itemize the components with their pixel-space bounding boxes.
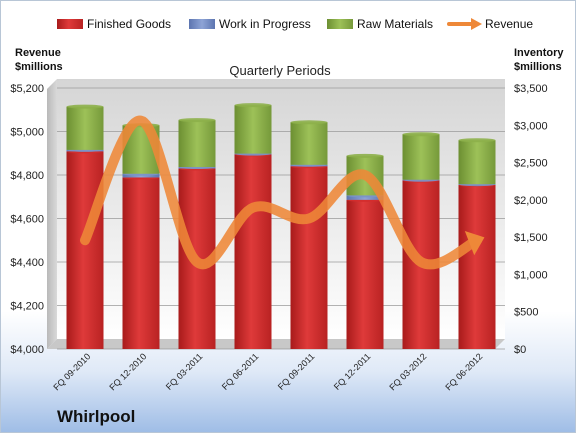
right-tick-label: $500 (514, 307, 538, 319)
x-tick-label: FQ 09-2010 (51, 351, 92, 392)
bar-finished-goods (458, 184, 496, 349)
bar-raw-materials (66, 106, 104, 150)
left-axis-title-line1: Revenue (15, 47, 61, 59)
bar-raw-materials (402, 134, 440, 180)
bar-raw-materials-cap (402, 132, 440, 137)
left-tick-label: $4,000 (10, 344, 44, 356)
legend-label-finished-goods: Finished Goods (87, 17, 171, 31)
plot-side-wall (47, 79, 57, 349)
legend-swatch-finished-goods (57, 19, 83, 29)
bar-raw-materials-cap (234, 103, 272, 108)
legend-swatch-work-in-progress (189, 19, 215, 29)
bar-raw-materials-cap (66, 104, 104, 109)
bar-finished-goods (234, 154, 272, 349)
right-axis-title-line2: $millions (514, 61, 562, 73)
bar-raw-materials (458, 140, 496, 185)
bar-raw-materials (234, 105, 272, 154)
right-tick-label: $1,500 (514, 232, 548, 244)
chart-title: Quarterly Periods (229, 63, 331, 78)
left-tick-label: $4,600 (10, 214, 44, 226)
left-tick-label: $4,800 (10, 170, 44, 182)
bars (66, 103, 496, 349)
legend-label-work-in-progress: Work in Progress (219, 17, 311, 31)
x-tick-label: FQ 06-2011 (220, 351, 261, 392)
plot-floor (47, 339, 505, 349)
left-tick-label: $5,000 (10, 127, 44, 139)
revenue-line-group (80, 115, 485, 270)
legend: Finished Goods Work in Progress Raw Mate… (57, 17, 533, 31)
bar-finished-goods (122, 177, 160, 349)
left-tick-label: $5,200 (10, 83, 44, 95)
right-axis-ticks: $0 $500 $1,000 $1,500 $2,000 $2,500 $3,000 $3,5… (514, 83, 548, 356)
right-tick-label: $3,000 (514, 120, 548, 132)
bar-finished-goods (346, 199, 384, 349)
x-tick-label: FQ 12-2010 (107, 351, 148, 392)
bar-raw-materials-cap (346, 153, 384, 158)
left-axis-title-line2: $millions (15, 61, 63, 73)
bar-finished-goods (290, 166, 328, 349)
bar-finished-goods (66, 151, 104, 349)
x-tick-label: FQ 12-2011 (332, 351, 373, 392)
x-tick-label: FQ 09-2011 (276, 351, 317, 392)
revenue-arrowhead (464, 231, 485, 256)
bar-raw-materials (178, 120, 216, 168)
left-tick-label: $4,200 (10, 301, 44, 313)
revenue-line (80, 115, 482, 270)
legend-label-revenue: Revenue (485, 17, 533, 31)
x-axis-ticks: FQ 09-2010 FQ 12-2010 FQ 03-2011 FQ 06-2011… (51, 351, 484, 392)
bar-raw-materials (290, 122, 328, 165)
legend-swatch-raw-materials (327, 19, 353, 29)
right-tick-label: $1,000 (514, 269, 548, 281)
x-tick-label: FQ 03-2012 (387, 351, 428, 392)
bar-raw-materials-cap (290, 120, 328, 125)
right-axis-title-line1: Inventory (514, 47, 564, 59)
left-tick-label: $4,400 (10, 257, 44, 269)
bar-raw-materials-cap (178, 118, 216, 123)
bar-raw-materials-cap (458, 138, 496, 143)
right-tick-label: $2,500 (514, 158, 548, 170)
x-tick-label: FQ 06-2012 (443, 351, 484, 392)
legend-label-raw-materials: Raw Materials (357, 17, 433, 31)
x-tick-label: FQ 03-2011 (164, 351, 205, 392)
brand-label: Whirlpool (57, 407, 135, 426)
left-axis-ticks: $4,000 $4,200 $4,400 $4,600 $4,800 $5,000 $5,2… (10, 83, 44, 356)
right-tick-label: $3,500 (514, 83, 548, 95)
right-tick-label: $0 (514, 344, 526, 356)
legend-revenue-arrowhead (471, 18, 482, 30)
bar-work-in-progress (346, 195, 384, 200)
right-tick-label: $2,000 (514, 195, 548, 207)
